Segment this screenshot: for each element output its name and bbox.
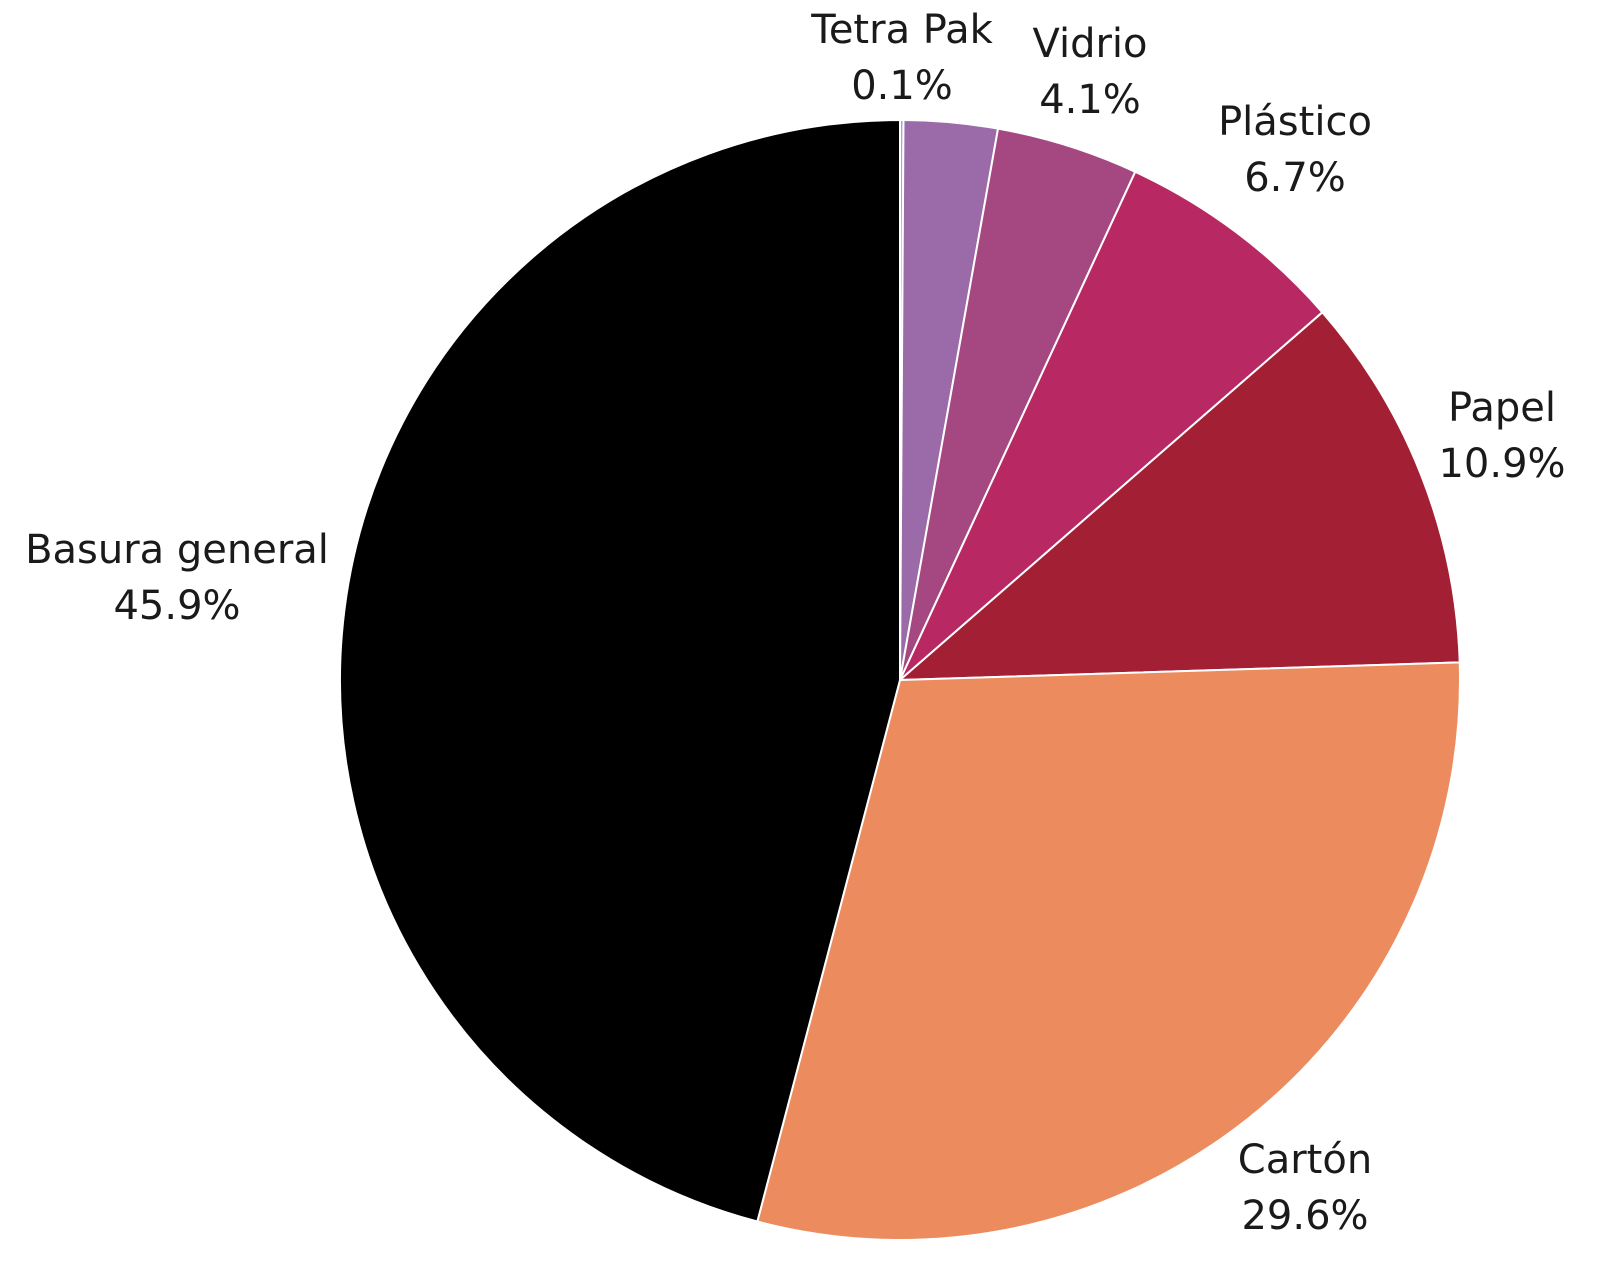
slice-label: Plástico bbox=[1218, 99, 1372, 145]
slice-label: Vidrio bbox=[1032, 21, 1147, 67]
slice-label: Cartón bbox=[1238, 1137, 1372, 1183]
value-label: 45.9% bbox=[113, 583, 240, 629]
value-label: 4.1% bbox=[1039, 77, 1141, 123]
value-label: 6.7% bbox=[1244, 155, 1346, 201]
pie-slice bbox=[756, 661, 1461, 1241]
value-label: 0.1% bbox=[851, 63, 953, 109]
value-label: 10.9% bbox=[1438, 441, 1565, 487]
pie-slice bbox=[897, 310, 1461, 682]
slice-label: Papel bbox=[1448, 385, 1556, 431]
value-label: 29.6% bbox=[1241, 1193, 1368, 1239]
pie-slice bbox=[339, 118, 901, 1223]
slice-label: Tetra Pak bbox=[810, 7, 993, 53]
slice-label: Basura general bbox=[25, 527, 329, 573]
pie-slice bbox=[899, 170, 1324, 681]
